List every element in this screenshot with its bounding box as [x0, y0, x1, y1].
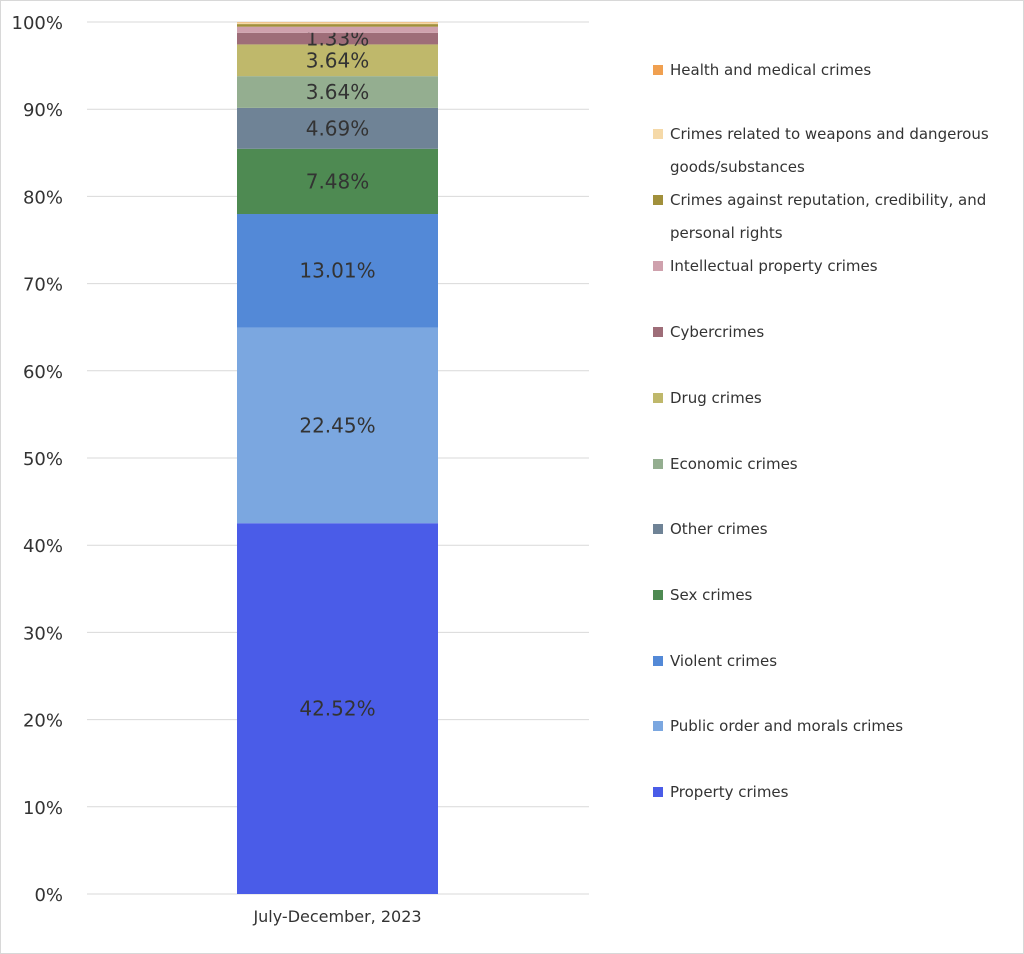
y-tick-label: 30%	[23, 623, 63, 644]
legend-item: Intellectual property crimes	[653, 250, 878, 283]
legend-label: Public order and morals crimes	[670, 717, 904, 735]
legend-item: Violent crimes	[653, 645, 777, 678]
data-label: 7.48%	[306, 169, 370, 193]
legend-swatch	[653, 787, 663, 797]
legend-item: Economic crimes	[653, 448, 798, 481]
bar-segment	[237, 24, 438, 27]
y-tick-label: 90%	[23, 100, 63, 121]
legend-item: Cybercrimes	[653, 316, 764, 349]
legend-swatch	[653, 656, 663, 666]
bar-segment	[237, 32, 438, 45]
data-label: 4.69%	[306, 116, 370, 140]
y-tick-label: 20%	[23, 711, 63, 732]
legend-swatch	[653, 195, 663, 205]
y-tick-label: 50%	[23, 449, 63, 470]
bar-segment	[237, 214, 438, 328]
legend-swatch	[653, 393, 663, 403]
legend-label: Sex crimes	[670, 586, 753, 604]
legend-label: Health and medical crimes	[670, 61, 872, 79]
data-label: 13.01%	[299, 259, 375, 283]
data-label: 22.45%	[299, 413, 375, 437]
y-tick-label: 80%	[23, 187, 63, 208]
y-tick-label: 70%	[23, 275, 63, 296]
legend-label: Economic crimes	[670, 455, 798, 473]
legend-swatch	[653, 261, 663, 271]
bar-segment	[237, 327, 438, 524]
bar-segment	[237, 148, 438, 215]
legend-swatch	[653, 459, 663, 469]
legend-item: Other crimes	[653, 513, 768, 546]
legend-label: Violent crimes	[670, 652, 778, 670]
legend-item: Crimes against reputation, credibility, …	[653, 184, 1013, 250]
legend-swatch	[653, 65, 663, 75]
legend-item: Drug crimes	[653, 382, 762, 415]
legend-label: Other crimes	[670, 520, 768, 538]
legend-swatch	[653, 524, 663, 534]
legend-item: Sex crimes	[653, 579, 752, 612]
bar-segment	[237, 26, 438, 33]
legend-label: Cybercrimes	[670, 323, 765, 341]
x-tick-label: July-December, 2023	[252, 907, 421, 926]
legend-swatch	[653, 721, 663, 731]
y-tick-label: 60%	[23, 362, 63, 383]
legend-label: Crimes related to weapons and dangerous …	[670, 125, 989, 176]
legend-swatch	[653, 129, 663, 139]
bar-segment	[237, 22, 438, 25]
legend-item: Crimes related to weapons and dangerous …	[653, 118, 1013, 184]
legend-label: Crimes against reputation, credibility, …	[670, 191, 987, 242]
bar-segment	[237, 76, 438, 108]
bar-segment	[237, 523, 438, 894]
data-label: 3.64%	[306, 48, 370, 72]
legend-label: Drug crimes	[670, 389, 762, 407]
legend-swatch	[653, 590, 663, 600]
y-tick-label: 40%	[23, 536, 63, 557]
legend-item: Health and medical crimes	[653, 54, 871, 87]
bar-segment	[237, 44, 438, 77]
data-label: 42.52%	[299, 697, 375, 721]
y-tick-label: 0%	[34, 885, 63, 906]
y-tick-label: 10%	[23, 798, 63, 819]
data-label: 3.64%	[306, 80, 370, 104]
bar-segment	[237, 107, 438, 149]
legend-label: Property crimes	[670, 783, 789, 801]
y-tick-label: 100%	[12, 13, 63, 34]
legend-item: Public order and morals crimes	[653, 710, 903, 743]
legend-item: Property crimes	[653, 776, 788, 809]
legend-swatch	[653, 327, 663, 337]
legend-label: Intellectual property crimes	[670, 257, 878, 275]
